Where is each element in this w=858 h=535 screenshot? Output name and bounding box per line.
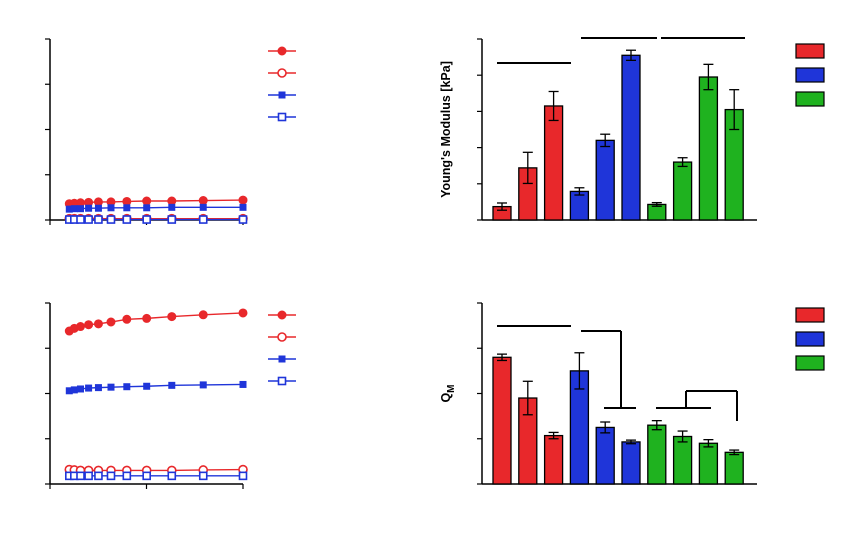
data-point <box>107 383 115 391</box>
legend-marker <box>278 91 286 99</box>
data-point <box>76 215 85 224</box>
bar <box>672 435 693 485</box>
data-point <box>84 215 93 224</box>
data-point <box>238 471 248 481</box>
data-point <box>107 204 115 212</box>
data-point <box>76 385 84 393</box>
legend-marker <box>277 332 287 342</box>
legend-swatch <box>795 331 825 347</box>
data-point <box>75 322 85 332</box>
data-point <box>238 215 248 224</box>
data-point <box>168 381 176 389</box>
data-point <box>122 196 132 206</box>
legend-swatch <box>795 67 825 83</box>
data-point <box>167 471 177 481</box>
data-point <box>84 471 93 481</box>
bar <box>698 442 719 485</box>
legend-marker <box>277 46 287 56</box>
data-point <box>198 310 208 320</box>
data-point <box>122 314 132 324</box>
bar <box>543 434 564 485</box>
data-point <box>65 387 73 395</box>
legend-marker <box>278 355 286 363</box>
data-point <box>123 204 131 212</box>
bar <box>595 426 615 485</box>
data-point <box>93 197 103 207</box>
data-point <box>70 205 78 213</box>
bar <box>492 356 512 485</box>
data-point <box>142 471 151 481</box>
panel-a <box>45 38 296 225</box>
data-point <box>198 215 208 224</box>
data-point <box>122 471 132 481</box>
data-point <box>238 195 248 205</box>
legend-swatch <box>795 355 825 371</box>
data-point <box>143 204 151 212</box>
data-point <box>76 205 84 213</box>
y-axis-title-main: Q <box>439 393 453 403</box>
data-point <box>94 215 103 224</box>
data-point <box>167 196 177 206</box>
data-point <box>122 215 132 224</box>
y-axis-title: QM <box>439 384 457 402</box>
data-point <box>106 317 116 327</box>
data-point <box>76 471 85 481</box>
legend-marker <box>277 112 287 122</box>
legend-marker <box>277 376 287 386</box>
legend-marker <box>277 310 287 320</box>
data-point <box>94 471 103 481</box>
panel-d: QM <box>439 302 825 485</box>
legend-marker <box>277 68 287 78</box>
data-point <box>198 471 208 481</box>
bar <box>724 451 744 485</box>
data-point <box>143 382 151 390</box>
bar <box>595 139 615 221</box>
panel-c: Young's Modulus [kPa] <box>439 37 825 221</box>
data-point <box>85 204 93 212</box>
bar <box>621 54 641 221</box>
data-point <box>84 320 94 330</box>
legend-swatch <box>795 43 825 59</box>
y-axis-title-main: Young's Modulus [kPa] <box>439 61 453 198</box>
data-point <box>93 319 103 329</box>
data-point <box>70 386 78 394</box>
data-point <box>142 196 152 206</box>
bar <box>647 424 667 485</box>
data-point <box>106 471 116 481</box>
legend-swatch <box>795 91 825 107</box>
y-axis-title: Young's Modulus [kPa] <box>439 61 453 198</box>
data-point <box>239 380 247 388</box>
data-point <box>198 196 208 206</box>
data-point <box>106 215 116 224</box>
bar <box>621 441 641 485</box>
data-point <box>239 203 247 211</box>
data-point <box>94 204 102 212</box>
panel-b <box>45 302 296 489</box>
data-point <box>199 203 207 211</box>
data-point <box>167 312 177 322</box>
data-point <box>168 203 176 211</box>
data-point <box>85 384 93 392</box>
data-point <box>94 384 102 392</box>
bar <box>543 105 564 221</box>
bar <box>569 190 590 221</box>
bar <box>672 161 693 221</box>
data-point <box>167 215 177 224</box>
bar <box>698 76 719 221</box>
data-point <box>142 313 152 323</box>
data-point <box>65 205 73 213</box>
data-point <box>123 383 131 391</box>
data-point <box>142 215 151 224</box>
y-axis-title-sub: M <box>446 384 457 392</box>
data-point <box>238 308 248 318</box>
data-point <box>199 381 207 389</box>
legend-swatch <box>795 307 825 323</box>
